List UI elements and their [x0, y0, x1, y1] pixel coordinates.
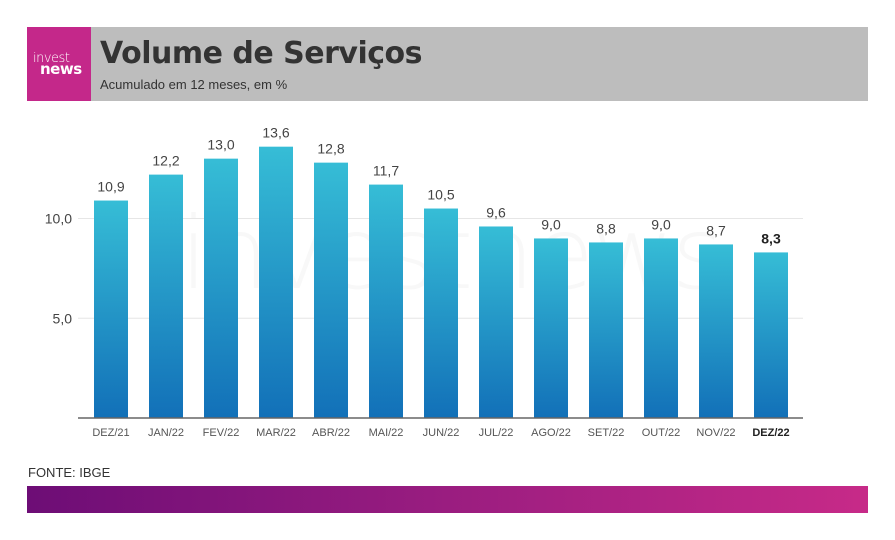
- data-label: 13,6: [262, 125, 289, 141]
- data-label: 8,7: [706, 222, 726, 238]
- x-tick-label: MAI/22: [369, 427, 404, 439]
- x-tick-label: DEZ/22: [752, 427, 789, 439]
- x-tick-label: AGO/22: [531, 427, 571, 439]
- data-label: 10,9: [97, 179, 124, 195]
- footer-gradient-bar: [27, 486, 868, 513]
- chart-subtitle: Acumulado em 12 meses, em %: [100, 77, 288, 92]
- x-tick-label: MAR/22: [256, 427, 296, 439]
- y-tick-label: 5,0: [53, 310, 73, 326]
- x-tick-label: JUN/22: [423, 427, 460, 439]
- data-label: 8,8: [596, 220, 616, 236]
- logo-text-news: news: [40, 60, 82, 78]
- x-tick-label: OUT/22: [642, 427, 681, 439]
- bar: [754, 252, 788, 418]
- bar: [259, 146, 293, 418]
- data-label: 13,0: [207, 137, 234, 153]
- data-label: 9,6: [486, 204, 506, 220]
- logo-text-invest: invest: [33, 51, 70, 66]
- data-label: 8,3: [761, 230, 781, 246]
- data-label: 10,5: [427, 187, 454, 203]
- bar: [589, 242, 623, 418]
- x-tick-label: NOV/22: [696, 427, 735, 439]
- x-tick-label: FEV/22: [203, 427, 240, 439]
- data-label: 9,0: [541, 216, 561, 232]
- bar: [644, 238, 678, 418]
- bar: [149, 174, 183, 418]
- x-tick-label: ABR/22: [312, 427, 350, 439]
- bar: [314, 162, 348, 418]
- bar: [204, 158, 238, 418]
- bar-chart: 10,9 12,2 13,0 13,6 12,8 11,7 10,5 9,6 9,0 8,8 9,0…: [45, 125, 803, 439]
- x-tick-label: DEZ/21: [92, 427, 129, 439]
- y-tick-label: 10,0: [45, 211, 72, 227]
- x-tick-label: JAN/22: [148, 427, 184, 439]
- bar: [699, 244, 733, 418]
- data-label: 12,8: [317, 141, 344, 157]
- x-tick-label: SET/22: [588, 427, 625, 439]
- bar: [534, 238, 568, 418]
- data-label: 9,0: [651, 216, 671, 232]
- chart-title: Volume de Serviços: [100, 36, 422, 71]
- x-tick-label: JUL/22: [479, 427, 514, 439]
- bar: [424, 208, 458, 418]
- chart-header: invest news Volume de Serviços Acumulado…: [27, 27, 868, 101]
- data-label: 12,2: [152, 153, 179, 169]
- bar: [94, 200, 128, 418]
- data-label: 11,7: [373, 163, 399, 179]
- source-note: FONTE: IBGE: [28, 465, 111, 480]
- investnews-logo: invest news: [27, 27, 91, 101]
- bar: [369, 184, 403, 418]
- bar: [479, 226, 513, 418]
